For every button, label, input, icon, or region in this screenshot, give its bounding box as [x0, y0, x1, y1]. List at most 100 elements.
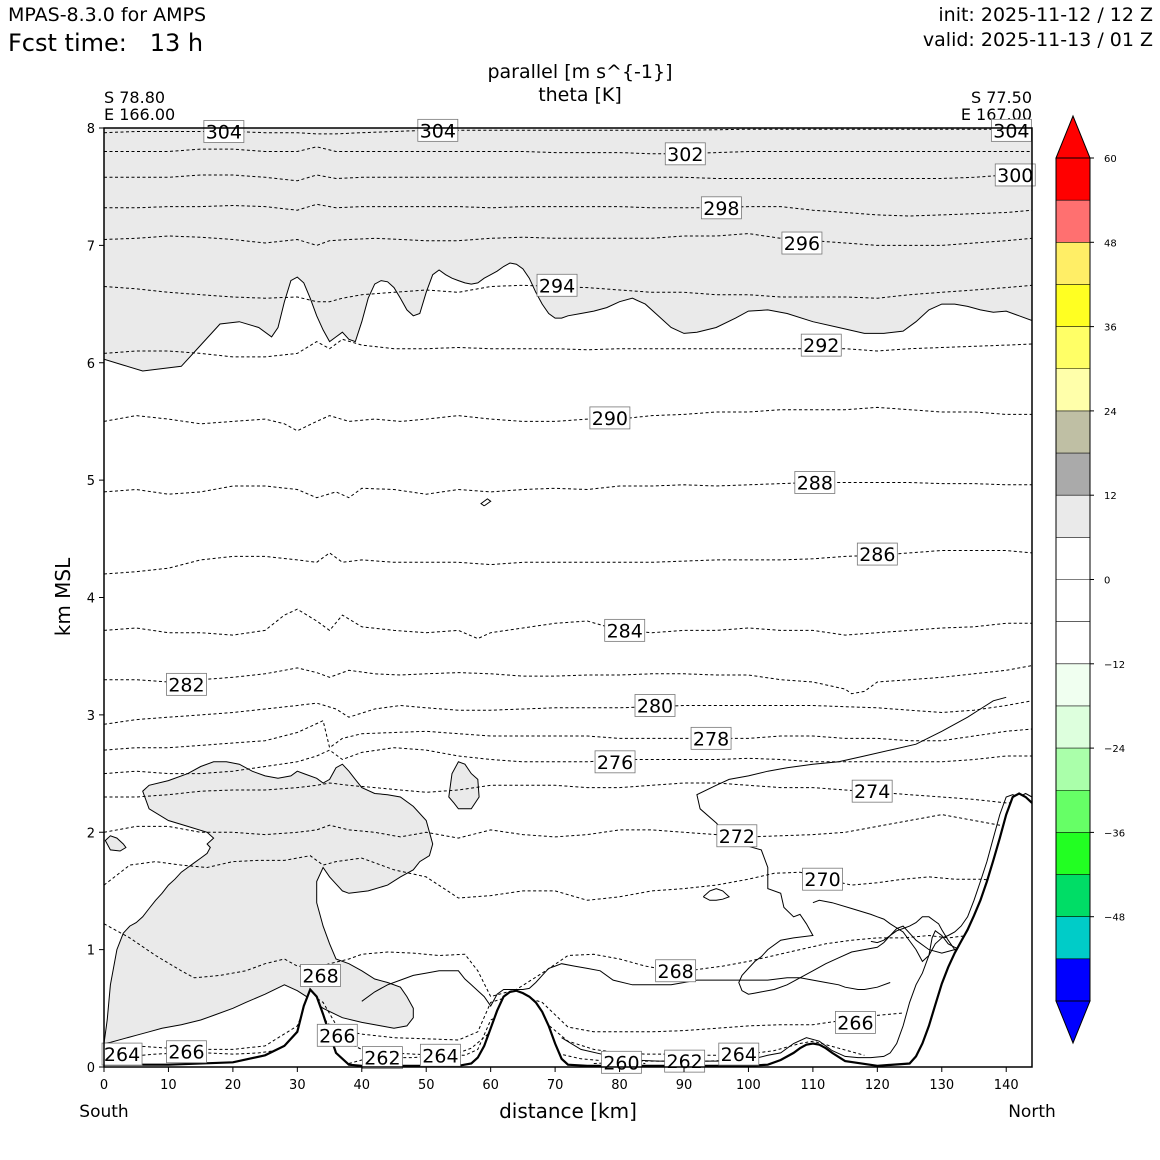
theta-label-text: 262 [667, 1051, 703, 1073]
positive-wind-blob-1km [104, 835, 127, 852]
theta-label-302: 302 [664, 142, 706, 166]
colorbar-band-18 [1056, 410, 1090, 454]
theta-label-box [718, 1042, 760, 1066]
theta-contour-266 [104, 993, 904, 1050]
x-tick-label-110: 110 [800, 1078, 825, 1093]
theta-label-286: 286 [856, 542, 898, 566]
x-axis-label: distance [km] [499, 1099, 637, 1123]
theta-label-264-2: 264 [419, 1043, 461, 1067]
x-tick-label-140: 140 [994, 1078, 1019, 1093]
theta-label-box [994, 163, 1036, 187]
theta-label-text: 292 [803, 335, 839, 357]
theta-contour-302 [104, 146, 1032, 155]
theta-label-260: 260 [601, 1050, 642, 1074]
theta-label-box [166, 672, 207, 696]
theta-label-text: 280 [637, 695, 673, 717]
theta-label-box [101, 1042, 143, 1066]
upper-positive-wind-fill [104, 128, 1032, 371]
north-label: North [1008, 1102, 1056, 1122]
x-tick-label-80: 80 [611, 1078, 628, 1093]
left-longitude: E 166.00 [104, 105, 175, 124]
forecast-time-label: Fcst time: [8, 29, 127, 57]
colorbar-band-24 [1056, 368, 1090, 411]
x-tick-label-130: 130 [929, 1078, 954, 1093]
chart-subtitle: theta [K] [538, 84, 622, 106]
colorbar-tick-label-0: 0 [1104, 576, 1110, 587]
theta-contour-278 [104, 719, 1032, 751]
colorbar-tick-label--24: −24 [1104, 744, 1125, 755]
theta-label-box [716, 824, 758, 848]
model-title: MPAS-8.3.0 for AMPS [8, 4, 207, 26]
colorbar-tick-label-24: 24 [1104, 407, 1117, 418]
theta-label-box [536, 273, 578, 297]
colorbar-band-48 [1056, 200, 1090, 243]
colorbar-band-54 [1056, 158, 1090, 201]
theta-label-262-2: 262 [664, 1049, 706, 1073]
colorbar-band--24 [1056, 705, 1090, 749]
x-tick-label-50: 50 [418, 1078, 435, 1093]
colorbar-band--36 [1056, 790, 1090, 833]
x-tick-label-0: 0 [100, 1078, 108, 1093]
theta-label-text: 298 [703, 198, 739, 220]
theta-label-text: 288 [797, 472, 833, 494]
x-tick-label-70: 70 [547, 1078, 564, 1093]
theta-label-box [604, 618, 646, 642]
colorbar-band--48 [1056, 874, 1090, 917]
theta-labels: 260 262 262 264 264 264 266 266 266 268 268 270 272 2… [101, 118, 1036, 1074]
valid-time: valid: 2025-11-13 / 01 Z [922, 29, 1153, 51]
theta-contour-288 [104, 482, 1032, 499]
theta-label-text: 270 [804, 869, 840, 891]
theta-label-box [589, 406, 631, 430]
y-tick-label-8: 8 [87, 122, 95, 137]
x-tick-label-30: 30 [289, 1078, 306, 1093]
theta-label-304-2: 304 [417, 118, 459, 142]
x-tick-label-10: 10 [160, 1078, 177, 1093]
middle-positive-wind-region [104, 761, 434, 1045]
theta-label-text: 264 [721, 1044, 757, 1066]
y-axis-label: km MSL [51, 557, 75, 636]
colorbar: 60 48 36 24 12 0 −12 −24 −36 −48 [1055, 114, 1125, 1045]
theta-label-box [835, 1010, 876, 1034]
theta-label-box [794, 471, 836, 494]
theta-label-262: 262 [361, 1046, 403, 1070]
south-label: South [79, 1102, 128, 1122]
theta-label-276: 276 [594, 750, 636, 774]
theta-label-268: 268 [300, 964, 341, 987]
theta-label-box [851, 779, 893, 803]
theta-label-box [802, 867, 843, 891]
theta-label-284: 284 [604, 618, 646, 642]
theta-label-text: 304 [206, 122, 242, 144]
theta-label-280: 280 [634, 694, 676, 717]
colorbar-band-30 [1056, 326, 1090, 369]
y-tick-label-5: 5 [87, 474, 95, 489]
colorbar-band--60 [1056, 958, 1090, 1001]
colorbar-band-12 [1056, 453, 1090, 496]
theta-label-text: 262 [364, 1048, 400, 1070]
theta-label-text: 268 [302, 965, 338, 987]
theta-contour-262 [348, 1031, 736, 1064]
axes: 0 10 20 30 40 50 60 70 80 90 100 110 120 130 140 0 1 2 3 4 5… [87, 122, 1019, 1093]
theta-contour-282 [104, 665, 1032, 695]
theta-contour-290 [104, 406, 1032, 432]
y-tick-label-4: 4 [87, 592, 95, 607]
theta-label-box [594, 750, 636, 774]
theta-label-304: 304 [203, 120, 245, 144]
colorbar-band--12 [1056, 621, 1090, 664]
colorbar-band--30 [1056, 748, 1090, 791]
colorbar-tick-label--12: −12 [1104, 660, 1125, 671]
colorbar-band--42 [1056, 832, 1090, 875]
theta-label-box [361, 1046, 403, 1070]
theta-label-text: 294 [539, 275, 575, 297]
theta-label-box [664, 142, 706, 166]
theta-label-296: 296 [781, 231, 823, 255]
theta-contour-300 [104, 174, 1032, 182]
theta-label-264: 264 [101, 1042, 143, 1066]
forecast-time-value: 13 h [149, 29, 204, 57]
y-tick-label-0: 0 [87, 1061, 95, 1076]
colorbar-tick-label-48: 48 [1104, 238, 1117, 249]
theta-label-text: 282 [168, 674, 204, 696]
theta-contour-298 [104, 203, 1032, 217]
theta-label-text: 260 [603, 1052, 639, 1074]
right-latitude: S 77.50 [971, 88, 1032, 107]
x-tick-label-20: 20 [225, 1078, 242, 1093]
